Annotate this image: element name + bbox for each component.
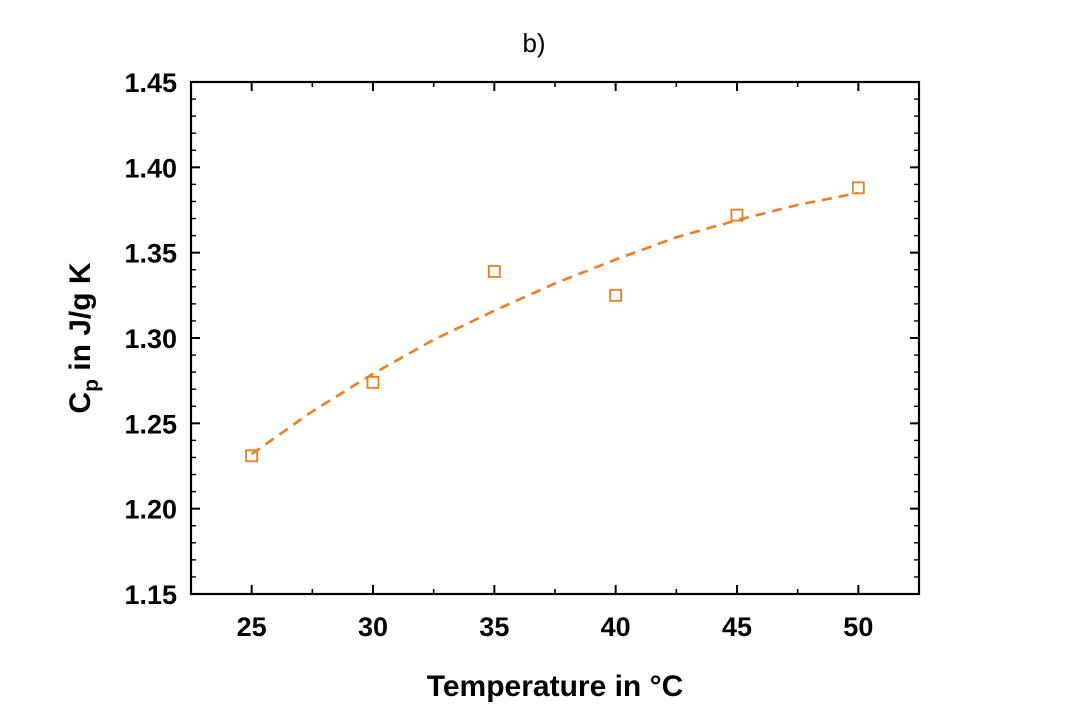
data-point (366, 375, 380, 389)
x-tick-label: 40 (601, 612, 631, 642)
y-tick-label: 1.35 (124, 239, 177, 269)
fit-curve (250, 191, 859, 456)
data-point (851, 181, 865, 195)
plot-frame (189, 80, 921, 596)
y-tick-label: 1.20 (124, 495, 177, 525)
x-tick-label: 25 (237, 612, 267, 642)
y-tick-label: 1.40 (124, 153, 177, 183)
x-tick-label: 35 (479, 612, 509, 642)
y-axis-title-main: C (64, 392, 97, 414)
y-tick-label: 1.30 (124, 324, 177, 354)
x-tick-label: 30 (358, 612, 388, 642)
plot-area (245, 181, 865, 463)
y-tick-label: 1.45 (124, 68, 177, 98)
x-axis-title: Temperature in °C (427, 670, 684, 703)
y-axis-title-subscript: p (80, 379, 103, 392)
data-point (730, 208, 744, 222)
axes: 25 30 35 40 45 50 1.15 1.20 1.25 1.30 1.35 1.40 1.45 (124, 68, 921, 642)
x-tick-label: 50 (843, 612, 873, 642)
y-tick-label: 1.15 (124, 580, 177, 610)
data-point (609, 288, 623, 302)
x-tick-label: 45 (722, 612, 752, 642)
data-point (487, 265, 501, 278)
y-axis-title-rest: in J/g K (64, 262, 97, 379)
y-axis-title: Cp in J/g K (64, 262, 103, 414)
data-point (245, 449, 259, 463)
y-tick-label: 1.25 (124, 409, 177, 439)
panel-label: b) (522, 28, 545, 58)
